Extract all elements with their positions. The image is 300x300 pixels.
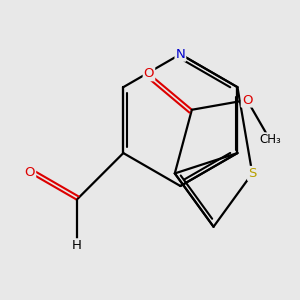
Text: CH₃: CH₃ [259,134,281,146]
Text: H: H [72,239,82,252]
Text: S: S [248,167,256,180]
Text: CH₃: CH₃ [259,134,281,146]
Text: O: O [25,166,35,179]
Text: O: O [144,67,154,80]
Text: N: N [176,48,185,61]
Text: O: O [242,94,252,106]
